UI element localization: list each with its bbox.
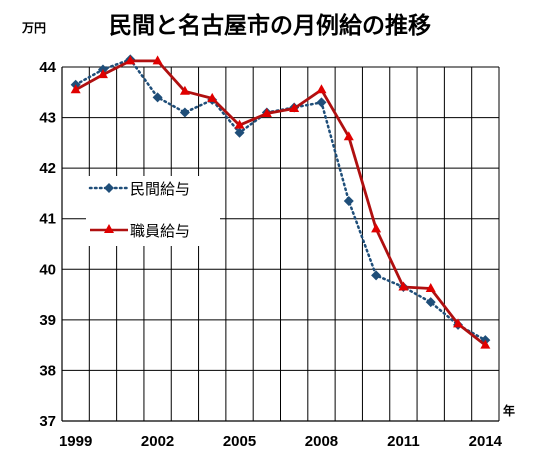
data-point-triangle [316, 84, 327, 94]
data-point-diamond [179, 107, 190, 118]
data-point-triangle [398, 281, 409, 291]
series-staff-salary [70, 55, 491, 349]
legend-label-private-salary: 民間給与 [130, 180, 190, 198]
series-line [75, 59, 487, 347]
x-axis-ticks: 1999 2002 2005 2008 2011 2014 [59, 433, 503, 450]
data-point-triangle [289, 102, 300, 112]
legend-item-private-salary: 民間給与 [88, 180, 190, 198]
x-tick-label: 2014 [469, 433, 503, 450]
data-point-diamond [425, 297, 436, 308]
legend-label-staff-salary: 職員給与 [130, 222, 190, 240]
data-point-triangle [261, 108, 272, 118]
data-point-triangle [425, 283, 436, 293]
y-tick-label: 44 [39, 59, 56, 76]
data-point-triangle [453, 318, 464, 328]
y-tick-label: 43 [39, 110, 56, 127]
series [70, 54, 491, 349]
data-point-triangle [70, 84, 81, 94]
y-tick-label: 39 [39, 312, 56, 329]
legend: 民間給与 職員給与 [88, 180, 190, 240]
legend-item-staff-salary: 職員給与 [90, 222, 190, 240]
data-point-diamond [343, 196, 354, 207]
x-tick-label: 2005 [223, 433, 256, 450]
x-tick-label: 2002 [141, 433, 174, 450]
data-point-triangle [234, 119, 245, 129]
y-tick-label: 42 [39, 160, 56, 177]
chart-title: 民間と名古屋市の月例給の推移 [109, 12, 431, 39]
y-unit-label: 万円 [21, 21, 46, 35]
legend-diamond-marker [104, 183, 114, 193]
data-point-diamond [371, 270, 382, 281]
data-point-triangle [179, 85, 190, 95]
grid [61, 66, 500, 422]
y-tick-label: 37 [39, 413, 56, 430]
data-point-triangle [343, 131, 354, 141]
x-tick-label: 1999 [59, 433, 92, 450]
x-unit-label: 年 [503, 403, 515, 418]
y-axis-ticks: 37 38 39 40 41 42 43 44 [39, 59, 56, 430]
y-tick-label: 41 [39, 211, 56, 228]
data-point-diamond [234, 127, 245, 138]
y-tick-label: 38 [39, 362, 56, 379]
data-point-triangle [97, 69, 108, 79]
x-tick-label: 2011 [387, 433, 420, 450]
x-tick-label: 2008 [305, 433, 338, 450]
data-point-triangle [371, 223, 382, 233]
data-point-triangle [480, 339, 491, 349]
data-point-triangle [125, 55, 136, 65]
data-point-triangle [152, 55, 163, 65]
legend-triangle-marker [104, 224, 114, 233]
y-tick-label: 40 [39, 261, 56, 278]
data-point-diamond [152, 92, 163, 103]
data-point-diamond [316, 97, 327, 108]
data-point-triangle [207, 92, 218, 102]
